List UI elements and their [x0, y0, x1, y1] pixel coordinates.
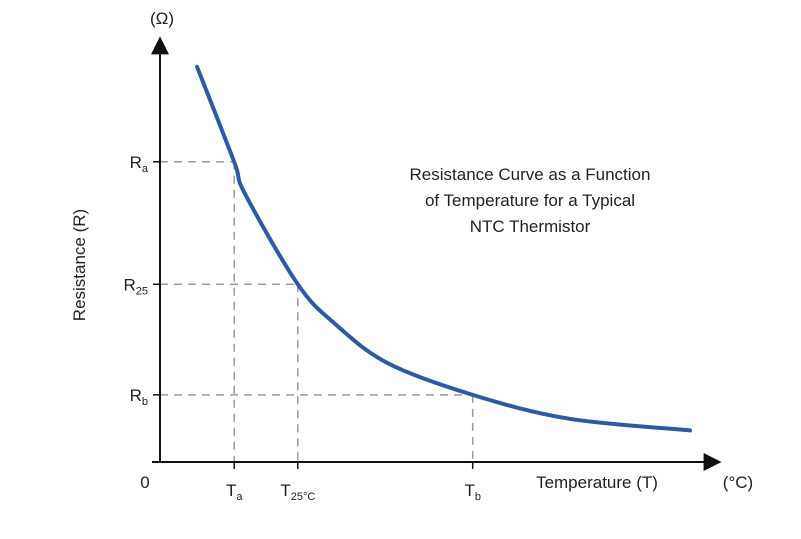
tick-labels: Ra Ta R25 T25°C Rb Tb [123, 153, 480, 503]
guide-lines [160, 161, 474, 462]
annotation-line-3: NTC Thermistor [470, 217, 591, 236]
tick-marks [153, 161, 474, 469]
chart-annotation: Resistance Curve as a Function of Temper… [410, 165, 651, 236]
y-axis-title: Resistance (R) [70, 209, 89, 321]
y-unit-label: (Ω) [150, 9, 174, 28]
resistance-curve [195, 65, 692, 433]
y-tick-label-2: Rb [130, 386, 148, 408]
x-axis-title: Temperature (T) [536, 473, 658, 492]
origin-label: 0 [140, 473, 149, 492]
y-tick-label-0: Ra [130, 153, 149, 175]
x-tick-label-2: Tb [464, 481, 481, 503]
annotation-line-1: Resistance Curve as a Function [410, 165, 651, 184]
annotation-line-2: of Temperature for a Typical [425, 191, 635, 210]
x-tick-label-0: Ta [226, 481, 243, 503]
x-tick-label-1: T25°C [280, 481, 315, 503]
x-unit-label: (°C) [723, 473, 753, 492]
y-tick-label-1: R25 [123, 275, 148, 297]
